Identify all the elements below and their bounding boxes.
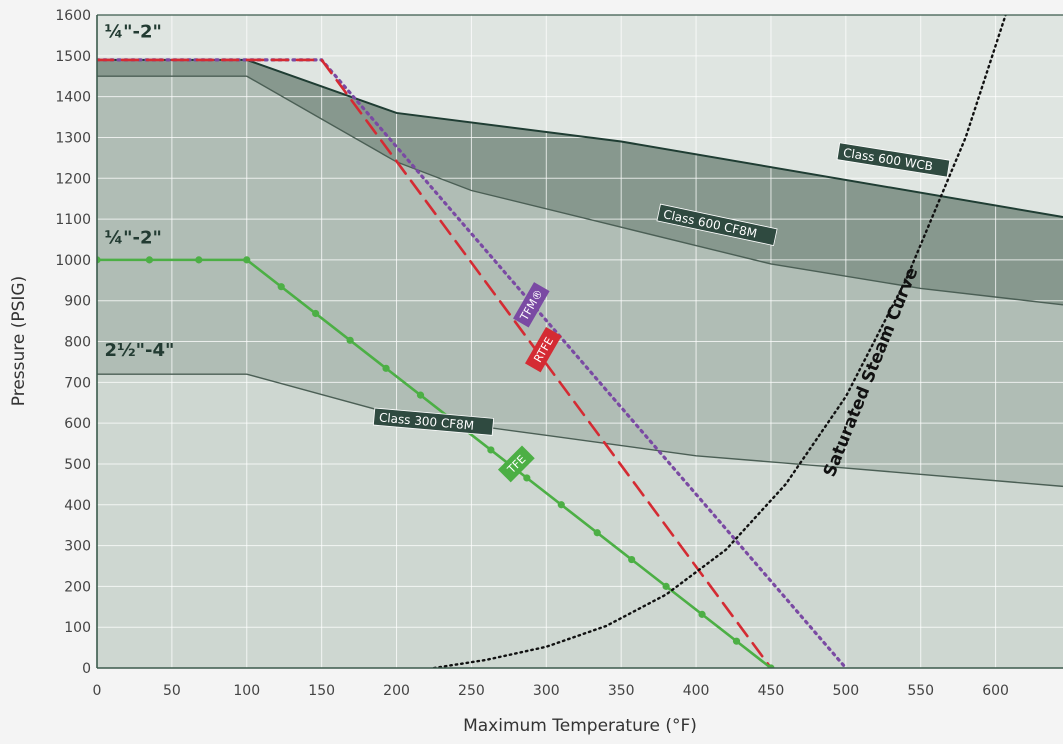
- y-tick-label: 1600: [55, 8, 91, 24]
- pressure-class-areas: [97, 59, 1063, 668]
- series-tag-box: [497, 445, 535, 483]
- series-marker: [195, 256, 203, 264]
- area-line-1: [97, 75, 1063, 306]
- series-marker: [487, 446, 495, 454]
- y-tick-label: 800: [64, 335, 91, 351]
- x-tick-label: 600: [982, 683, 1009, 699]
- y-tick-label: 100: [64, 620, 91, 636]
- x-tick-label: 350: [608, 683, 635, 699]
- series-marker: [243, 256, 251, 264]
- series-marker: [557, 501, 565, 509]
- steam-curve-line: [432, 15, 1007, 668]
- series-marker: [662, 582, 670, 590]
- y-tick-label: 1200: [55, 171, 91, 187]
- x-tick-label: 150: [308, 683, 335, 699]
- x-tick-label: 0: [93, 683, 102, 699]
- x-tick-label: 50: [163, 683, 181, 699]
- series-marker: [767, 664, 775, 668]
- x-tick-label: 300: [533, 683, 560, 699]
- size-label: ¼"-2": [104, 21, 161, 42]
- y-tick-label: 900: [64, 294, 91, 310]
- area-fill-2: [97, 374, 1063, 668]
- y-tick-label: 1000: [55, 253, 91, 269]
- series-tag-box: [513, 282, 550, 328]
- class-label-box: [372, 407, 495, 436]
- y-tick-label: 1500: [55, 49, 91, 65]
- class-label-box: [656, 203, 778, 247]
- x-tick-label: 400: [683, 683, 710, 699]
- series-line-1: [97, 58, 773, 668]
- size-label: ¼"-2": [104, 228, 161, 249]
- series-marker: [97, 256, 101, 264]
- y-tick-label: 700: [64, 375, 91, 391]
- x-tick-label: 250: [458, 683, 485, 699]
- grid-lines: [97, 15, 1063, 668]
- x-tick-label: 550: [907, 683, 934, 699]
- series-marker: [382, 364, 390, 372]
- y-tick-label: 0: [82, 661, 91, 677]
- x-tick-label: 100: [233, 683, 260, 699]
- series-marker: [523, 474, 531, 482]
- x-tick-label: 500: [832, 683, 859, 699]
- y-tick-label: 500: [64, 457, 91, 473]
- seat-material-series: [97, 58, 848, 668]
- y-tick-label: 1300: [55, 130, 91, 146]
- series-marker: [145, 256, 154, 264]
- y-tick-label: 400: [64, 498, 91, 514]
- y-tick-label: 300: [64, 539, 91, 555]
- axes: 0 50 100 150 200 250 300 350 400 450 500 550 600 0 100…: [55, 8, 1063, 699]
- x-tick-label: 450: [758, 683, 785, 699]
- series-marker: [312, 309, 320, 318]
- class-label-box: [836, 142, 951, 178]
- y-tick-label: 1400: [55, 90, 91, 106]
- series-marker: [593, 529, 601, 537]
- series-marker: [346, 336, 354, 344]
- y-tick-label: 200: [64, 579, 91, 595]
- size-label: 2½"-4": [104, 340, 174, 361]
- series-marker: [698, 610, 706, 618]
- y-tick-label: 600: [64, 416, 91, 432]
- x-tick-label: 200: [383, 683, 410, 699]
- x-axis-title: Maximum Temperature (°F): [463, 716, 697, 736]
- series-marker: [732, 637, 741, 645]
- series-marker: [628, 555, 636, 564]
- area-line-2: [97, 373, 1063, 488]
- series-marker: [416, 391, 425, 399]
- series-tag-box: [525, 326, 562, 373]
- y-tick-label: 1100: [55, 212, 91, 228]
- class-label-tag: Class 300 CF8M: [372, 407, 495, 436]
- steam-curve-group: [432, 15, 1007, 668]
- y-axis-title: Pressure (PSIG): [9, 276, 29, 407]
- series-marker: [277, 283, 285, 291]
